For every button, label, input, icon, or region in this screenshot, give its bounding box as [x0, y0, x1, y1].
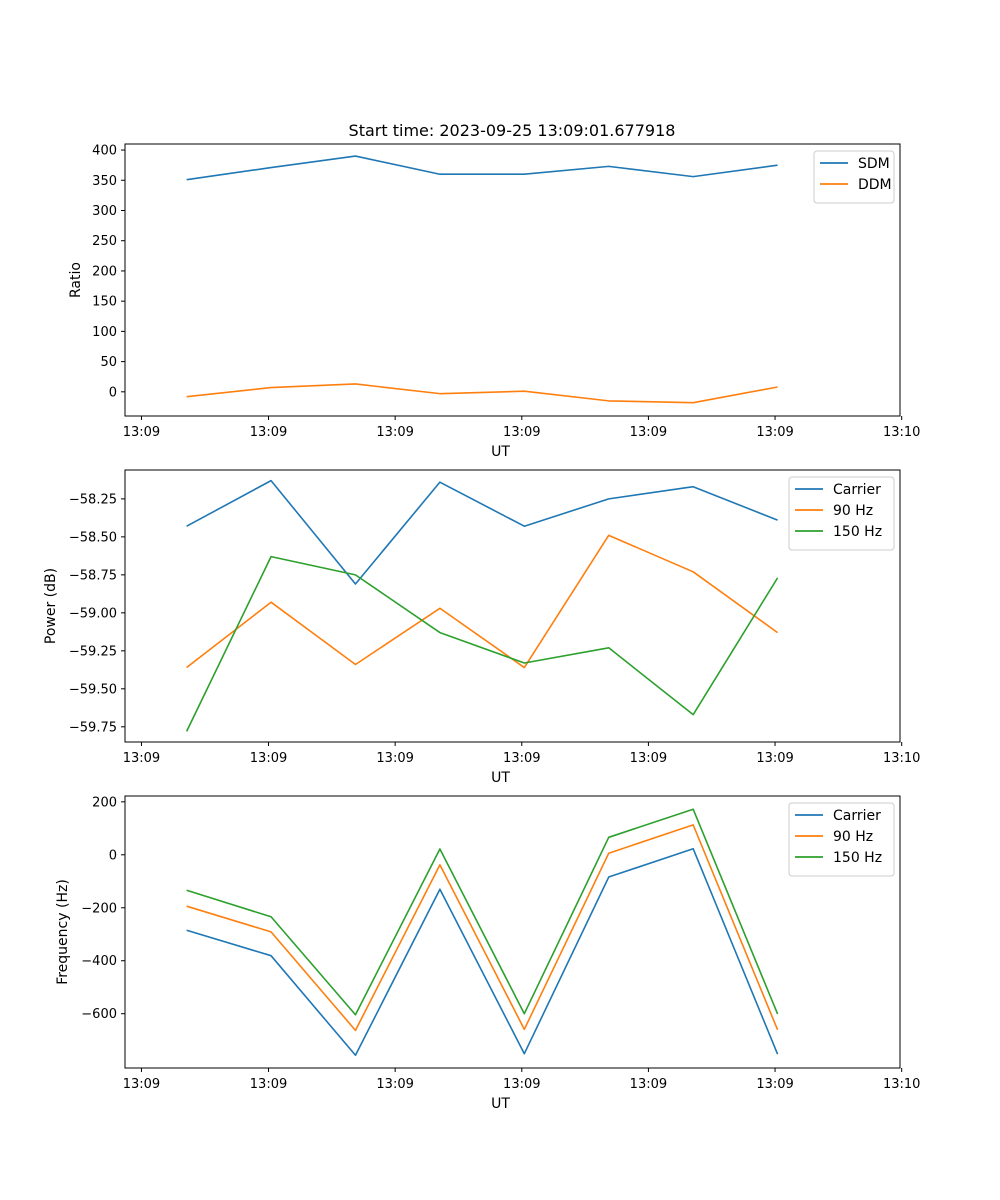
x-tick-label: 13:09	[376, 425, 413, 440]
y-tick-label: 200	[92, 264, 117, 279]
x-tick-label: 13:09	[250, 751, 287, 766]
y-tick-label: −59.75	[69, 720, 117, 735]
chart-title: Start time: 2023-09-25 13:09:01.677918	[349, 121, 676, 140]
y-tick-label: 0	[109, 848, 117, 863]
y-tick-label: −600	[81, 1007, 117, 1022]
legend-label: 90 Hz	[833, 829, 873, 845]
legend-label: Carrier	[833, 482, 881, 498]
plot-frame	[124, 469, 901, 743]
x-tick-label: 13:09	[376, 1077, 413, 1092]
series-line-ddm	[186, 383, 778, 404]
chart-panels: 13:09 13:09 13:09 13:09 13:09 13:09 13:10 0 50 10…	[43, 143, 920, 1112]
series-line-90-hz	[186, 824, 779, 1032]
x-axis-label: UT	[491, 1096, 510, 1112]
x-axis-label: UT	[491, 770, 510, 786]
y-tick-label: 150	[92, 295, 117, 310]
x-tick-label: 13:09	[250, 425, 287, 440]
x-tick-label: 13:09	[630, 425, 667, 440]
x-tick-label: 13:09	[250, 1077, 287, 1092]
y-tick-label: −59.50	[69, 682, 117, 697]
y-tick-label: 200	[92, 795, 117, 810]
x-tick-label: 13:10	[883, 425, 920, 440]
x-tick-label: 13:09	[630, 1077, 667, 1092]
chart-panel-3: 13:09 13:09 13:09 13:09 13:09 13:09 13:10 −600 −…	[55, 795, 920, 1112]
y-tick-label: −58.75	[69, 568, 117, 583]
series-line-150-hz	[185, 555, 779, 732]
x-tick-label: 13:09	[756, 425, 793, 440]
x-tick-label: 13:09	[503, 751, 540, 766]
y-tick-label: −59.25	[69, 644, 117, 659]
legend-label: 90 Hz	[833, 503, 873, 519]
y-tick-label: 300	[92, 204, 117, 219]
y-tick-label: −59.00	[69, 606, 117, 621]
x-tick-label: 13:09	[756, 1077, 793, 1092]
y-tick-label: −58.50	[69, 530, 117, 545]
legend-label: Carrier	[833, 808, 881, 824]
y-tick-label: 0	[109, 385, 117, 400]
x-tick-label: 13:09	[756, 751, 793, 766]
x-tick-label: 13:10	[883, 751, 920, 766]
y-tick-label: 350	[92, 174, 117, 189]
x-tick-label: 13:09	[123, 751, 160, 766]
y-axis-label: Ratio	[68, 262, 84, 298]
x-tick-label: 13:09	[630, 751, 667, 766]
legend-label: DDM	[858, 177, 892, 193]
y-tick-label: 50	[100, 355, 117, 370]
plot-frame	[124, 795, 901, 1069]
y-tick-label: 100	[92, 325, 117, 340]
x-axis-label: UT	[491, 444, 510, 460]
x-tick-label: 13:09	[503, 1077, 540, 1092]
y-axis-label: Power (dB)	[43, 568, 59, 644]
legend-label: 150 Hz	[833, 850, 882, 866]
y-axis-label: Frequency (Hz)	[55, 879, 71, 985]
x-tick-label: 13:09	[503, 425, 540, 440]
legend-label: 150 Hz	[833, 524, 882, 540]
plot-frame	[124, 143, 901, 417]
x-tick-label: 13:09	[376, 751, 413, 766]
x-tick-label: 13:10	[883, 1077, 920, 1092]
x-tick-label: 13:09	[123, 425, 160, 440]
series-line-90-hz	[186, 534, 779, 669]
y-tick-label: −58.25	[69, 492, 117, 507]
series-line-carrier	[186, 479, 778, 585]
y-tick-label: 250	[92, 234, 117, 249]
y-tick-label: 400	[92, 144, 117, 159]
chart-panel-1: 13:09 13:09 13:09 13:09 13:09 13:09 13:10 0 50 10…	[68, 143, 920, 460]
x-tick-label: 13:09	[123, 1077, 160, 1092]
y-tick-label: −400	[81, 954, 117, 969]
series-line-carrier	[186, 847, 779, 1057]
series-line-sdm	[186, 155, 778, 181]
legend-box	[813, 150, 895, 204]
legend-label: SDM	[858, 156, 890, 172]
chart-panel-2: 13:09 13:09 13:09 13:09 13:09 13:09 13:10 −59.7…	[43, 469, 920, 786]
series-line-150-hz	[186, 808, 779, 1016]
y-tick-label: −200	[81, 901, 117, 916]
